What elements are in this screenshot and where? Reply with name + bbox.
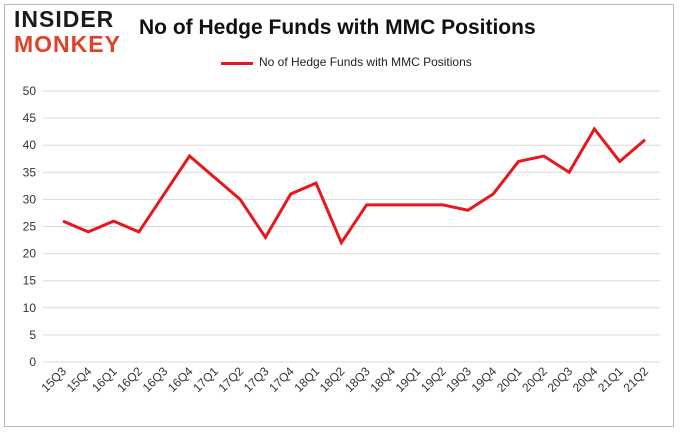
x-tick-label-18Q3: 18Q3 <box>342 364 373 395</box>
x-tick-label-16Q3: 16Q3 <box>140 364 171 395</box>
x-tick-label-21Q1: 21Q1 <box>595 364 626 395</box>
x-tick-label-16Q1: 16Q1 <box>89 364 120 395</box>
y-tick-label-40: 40 <box>23 138 37 152</box>
x-tick-label-15Q4: 15Q4 <box>64 364 95 395</box>
y-tick-label-50: 50 <box>23 84 37 98</box>
y-tick-label-15: 15 <box>23 274 37 288</box>
x-tick-label-19Q2: 19Q2 <box>418 364 449 395</box>
logo-text-insider: INSIDER <box>14 6 115 32</box>
insider-monkey-logo: INSIDER MONKEY <box>14 6 126 56</box>
logo-text-monkey: MONKEY <box>14 31 121 57</box>
x-tick-label-17Q3: 17Q3 <box>241 364 272 395</box>
y-tick-label-0: 0 <box>29 355 36 369</box>
x-tick-label-18Q2: 18Q2 <box>317 364 348 395</box>
x-tick-label-18Q1: 18Q1 <box>292 364 323 395</box>
y-tick-label-45: 45 <box>23 111 37 125</box>
x-tick-label-20Q3: 20Q3 <box>545 364 576 395</box>
x-tick-label-20Q4: 20Q4 <box>570 364 601 395</box>
chart-title: No of Hedge Funds with MMC Positions <box>139 16 536 39</box>
x-tick-label-17Q2: 17Q2 <box>216 364 247 395</box>
x-tick-label-19Q3: 19Q3 <box>443 364 474 395</box>
y-tick-label-5: 5 <box>29 328 36 342</box>
x-tick-label-16Q2: 16Q2 <box>114 364 145 395</box>
x-tick-label-18Q4: 18Q4 <box>367 364 398 395</box>
x-tick-label-17Q1: 17Q1 <box>190 364 221 395</box>
series-line-0 <box>62 126 646 246</box>
x-tick-label-16Q4: 16Q4 <box>165 364 196 395</box>
x-tick-label-17Q4: 17Q4 <box>266 364 297 395</box>
legend-swatch <box>221 62 253 65</box>
y-tick-label-35: 35 <box>23 165 37 179</box>
y-tick-label-20: 20 <box>23 247 37 261</box>
legend-label: No of Hedge Funds with MMC Positions <box>259 55 472 69</box>
x-tick-label-21Q2: 21Q2 <box>620 364 651 395</box>
y-tick-label-30: 30 <box>23 192 37 206</box>
x-tick-label-19Q1: 19Q1 <box>393 364 424 395</box>
x-tick-label-19Q4: 19Q4 <box>469 364 500 395</box>
x-tick-label-20Q2: 20Q2 <box>519 364 550 395</box>
chart-frame <box>4 4 674 427</box>
y-tick-label-10: 10 <box>23 301 37 315</box>
y-tick-label-25: 25 <box>23 220 37 234</box>
x-tick-label-15Q3: 15Q3 <box>38 364 69 395</box>
x-tick-label-20Q1: 20Q1 <box>494 364 525 395</box>
